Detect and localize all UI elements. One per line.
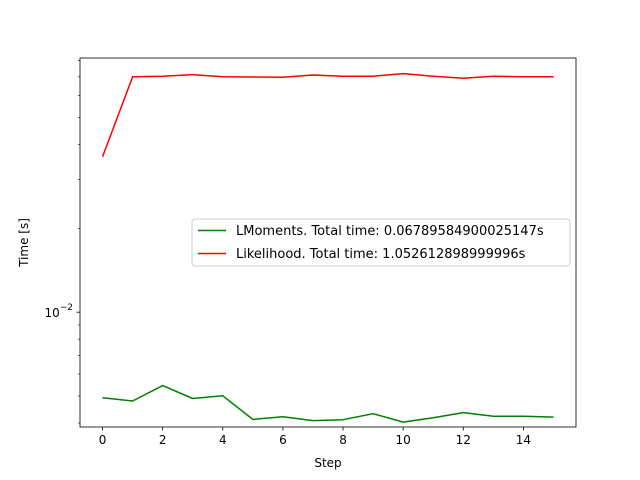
- series-layer: [101, 72, 554, 423]
- y-tick-label: 10−2: [44, 303, 73, 320]
- series-line-1: [101, 72, 554, 158]
- legend-box: [191, 218, 571, 267]
- x-tick-label: 0: [99, 433, 107, 447]
- x-tick-label: 10: [396, 433, 411, 447]
- legend-label-likelihood: Likelihood. Total time: 1.05261289899999…: [236, 247, 526, 262]
- legend-label-lmoments: LMoments. Total time: 0.0678958490002514…: [236, 224, 544, 239]
- x-tick-label: 12: [456, 433, 471, 447]
- y-axis-ticks: 10−2: [44, 60, 80, 424]
- axes-layer: [79, 57, 577, 428]
- x-tick-label: 6: [279, 433, 287, 447]
- x-tick-label: 2: [159, 433, 167, 447]
- axes-frame: [79, 57, 577, 428]
- series-line-0: [102, 384, 554, 423]
- x-tick-label: 14: [516, 433, 531, 447]
- legend: LMoments. Total time: 0.0678958490002514…: [191, 218, 571, 267]
- y-axis-label: Time [s]: [17, 218, 31, 268]
- x-axis-ticks: 0 2 4 6 8 10 12 14: [99, 427, 531, 447]
- x-tick-label: 4: [219, 433, 227, 447]
- x-axis-label: Step: [314, 456, 341, 470]
- x-tick-label: 8: [339, 433, 347, 447]
